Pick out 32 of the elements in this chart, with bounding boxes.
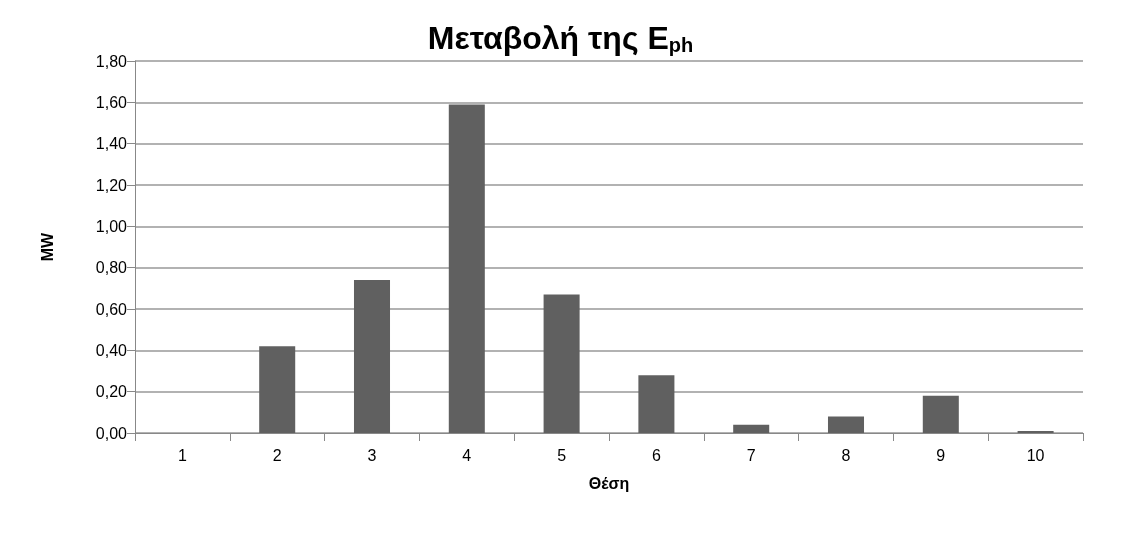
x-tick-label: 3: [367, 446, 377, 464]
y-tick-label: 1,80: [95, 52, 128, 70]
bar: [259, 346, 296, 433]
bar: [448, 104, 485, 433]
bar: [638, 375, 675, 433]
x-axis-title: Θέση: [588, 474, 630, 492]
x-tick-label: 7: [746, 446, 756, 464]
x-tick-label: 6: [651, 446, 661, 464]
x-tick-label: 2: [272, 446, 282, 464]
y-tick-label: 0,80: [95, 259, 128, 277]
y-axis-title: MW: [38, 231, 56, 262]
y-tick-label: 1,60: [95, 93, 128, 111]
x-tick-label: 10: [1026, 446, 1045, 464]
x-tick-label: 1: [177, 446, 187, 464]
bar: [543, 294, 580, 433]
y-tick-label: 0,00: [95, 424, 128, 442]
y-tick-label: 0,20: [95, 383, 128, 401]
x-tick-label: 8: [841, 446, 851, 464]
x-tick-label: 5: [557, 446, 567, 464]
y-tick-label: 0,60: [95, 300, 128, 318]
bar: [922, 395, 959, 433]
bar: [827, 416, 865, 433]
y-tick-label: 1,00: [95, 217, 128, 235]
y-tick-label: 1,40: [95, 135, 128, 153]
y-tick-label: 1,20: [95, 176, 128, 194]
bar: [733, 424, 770, 433]
y-tick-label: 0,40: [95, 341, 128, 359]
x-tick-label: 9: [936, 446, 946, 464]
bar: [353, 280, 391, 433]
x-tick-label: 4: [462, 446, 472, 464]
bar: [1017, 430, 1054, 433]
chart-title: Μεταβολή της Eph: [427, 20, 694, 56]
